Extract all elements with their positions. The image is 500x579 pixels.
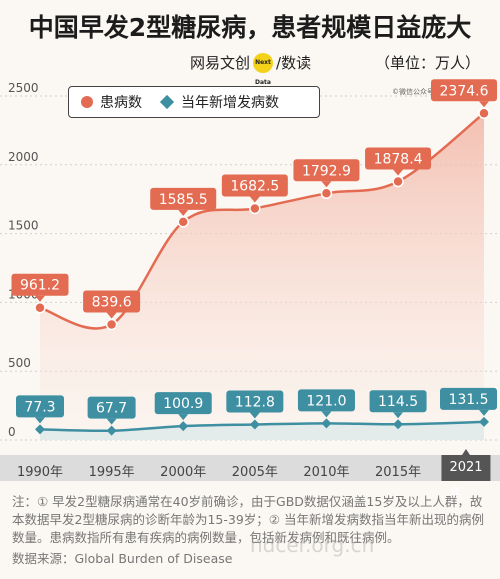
patients-data-label: 839.6: [83, 290, 141, 319]
x-tick-label: 1995年: [88, 465, 135, 480]
svg-text:112.8: 112.8: [235, 394, 275, 410]
data-source: 数据来源：Global Burden of Disease: [12, 551, 233, 566]
svg-text:1585.5: 1585.5: [159, 192, 208, 208]
svg-text:839.6: 839.6: [92, 294, 132, 310]
patients-point: [249, 202, 261, 215]
y-tick-label: 1500: [8, 219, 39, 233]
y-tick-label: 500: [8, 356, 31, 370]
new-cases-point: [479, 416, 489, 427]
patients-point: [392, 175, 404, 188]
patients-point: [478, 107, 490, 120]
svg-text:1682.5: 1682.5: [230, 178, 279, 194]
new-cases-point: [106, 425, 117, 436]
new-cases-point: [321, 418, 332, 429]
new-cases-point: [35, 424, 45, 435]
patients-data-label: 961.2: [11, 273, 69, 302]
svg-text:77.3: 77.3: [24, 399, 55, 415]
patients-data-label: 1682.5: [221, 174, 288, 203]
unit-label: （单位：万人）: [374, 54, 480, 72]
legend-new-cases: 当年新增发病数: [181, 95, 279, 111]
current-year-marker-icon: [462, 449, 470, 455]
new-cases-point: [178, 421, 189, 432]
svg-text:1878.4: 1878.4: [374, 152, 423, 168]
new-cases-data-label: 121.0: [297, 389, 355, 418]
new-cases-data-label: 131.5: [440, 387, 497, 416]
x-tick-label: 2005年: [231, 465, 278, 480]
footnote: 注：① 早发2型糖尿病通常在40岁前确诊，由于GBD数据仅涵盖15岁及以上人群，…: [12, 494, 484, 545]
x-tick-label: 2010年: [303, 465, 350, 480]
legend: 患病数 当年新增发病数: [68, 86, 320, 118]
next-data-logo-icon: Next Data: [253, 52, 274, 86]
legend-dot-icon: [81, 96, 93, 108]
x-axis-bar: [0, 455, 500, 481]
patients-data-label: 1792.9: [293, 159, 360, 188]
new-cases-data-label: 77.3: [16, 395, 64, 424]
x-tick-label: 2015年: [375, 465, 422, 480]
brand-left: 网易文创: [190, 54, 251, 72]
svg-text:114.5: 114.5: [378, 394, 418, 410]
y-tick-label: 2000: [8, 150, 39, 164]
new-cases-point: [393, 419, 404, 430]
x-tick-label: 2000年: [160, 465, 207, 480]
patients-point: [105, 318, 118, 331]
svg-text:2374.6: 2374.6: [440, 83, 489, 99]
line-chart: 05001000150020002500961.2839.61585.51682…: [0, 79, 500, 441]
x-tick-label: 2021年: [441, 455, 491, 501]
x-tick-label: 1990年: [16, 465, 64, 480]
new-cases-data-label: 100.9: [154, 392, 212, 421]
patients-point: [177, 216, 189, 228]
legend-diamond-icon: [159, 94, 175, 110]
new-cases-data-label: 67.7: [87, 396, 136, 425]
svg-text:67.7: 67.7: [96, 401, 127, 417]
watermark: hdcer.org.cn: [250, 533, 375, 557]
y-tick-label: 0: [8, 425, 16, 439]
patients-point: [320, 187, 333, 200]
svg-text:121.0: 121.0: [306, 393, 346, 409]
new-cases-data-label: 112.8: [226, 390, 284, 419]
patients-data-label: 1878.4: [365, 147, 432, 176]
chart-title: 中国早发2型糖尿病，患者规模日益庞大: [28, 13, 472, 42]
new-cases-area: [40, 421, 484, 440]
new-cases-point: [249, 419, 260, 430]
new-cases-data-label: 114.5: [369, 390, 427, 419]
svg-text:1792.9: 1792.9: [302, 163, 351, 179]
svg-text:961.2: 961.2: [20, 278, 60, 294]
svg-text:100.9: 100.9: [163, 396, 203, 412]
legend-patients: 患病数: [100, 95, 142, 111]
credit: ©微信公众号：谨慎君: [392, 88, 462, 96]
patients-point: [34, 301, 46, 314]
brand-right: /数读: [276, 54, 312, 72]
patients-data-label: 2374.6: [431, 79, 497, 108]
y-tick-label: 2500: [8, 81, 39, 95]
patients-area: [40, 113, 484, 441]
patients-data-label: 1585.5: [150, 187, 217, 216]
brand: 网易文创 Next Data /数读: [190, 52, 312, 86]
svg-text:131.5: 131.5: [448, 392, 488, 408]
